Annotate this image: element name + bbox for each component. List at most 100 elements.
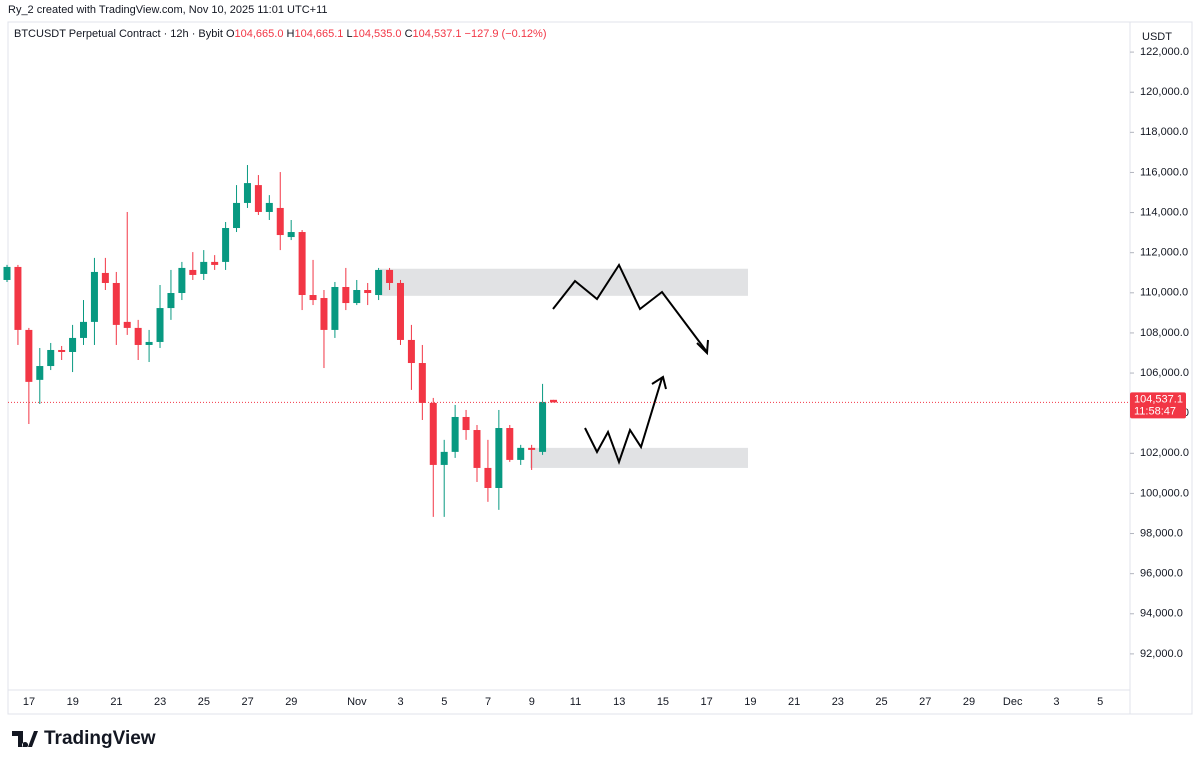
candle-body <box>364 290 372 294</box>
x-tick-label: 11 <box>570 696 581 708</box>
candle-body <box>506 428 514 460</box>
candle-body <box>440 451 448 465</box>
x-tick-label: 19 <box>744 696 756 708</box>
x-tick-label: 7 <box>485 696 491 708</box>
x-tick-label: 21 <box>788 696 800 708</box>
candle-body <box>80 321 88 338</box>
projection-arrow <box>552 262 708 353</box>
candle-body <box>69 337 77 352</box>
candle-body <box>517 447 525 460</box>
ohlc-value: 104,665.1 <box>294 28 344 40</box>
y-tick-label: 118,000.0 <box>1140 126 1188 138</box>
logo-mark <box>12 731 38 747</box>
y-tick-label: 100,000.0 <box>1140 487 1189 499</box>
x-tick-label: 15 <box>657 696 669 708</box>
candle-body <box>451 416 459 452</box>
ohlc: O104,665.0 H104,665.1 L104,535.0 C104,53… <box>226 28 465 40</box>
candle-body <box>320 298 328 330</box>
candle-body <box>265 202 273 212</box>
x-tick-label: 29 <box>285 696 297 708</box>
candle-body <box>156 308 164 342</box>
candle-body <box>3 266 11 280</box>
frame <box>7 21 1193 715</box>
x-tick-label: Nov <box>347 696 367 708</box>
candle-body <box>58 349 66 352</box>
candle-body <box>167 293 175 309</box>
x-tick-label: 5 <box>1097 696 1103 708</box>
x-tick-label: 17 <box>23 696 35 708</box>
candle-body <box>254 185 262 212</box>
symbol: BTCUSDT Perpetual Contract · 12h · Bybit <box>14 28 223 40</box>
x-tick-label: 23 <box>154 696 166 708</box>
logo: TradingView <box>12 728 156 750</box>
candle-body <box>375 269 383 296</box>
y-tick-label: 94,000.0 <box>1140 608 1183 620</box>
y-tick-label: 96,000.0 <box>1140 568 1183 580</box>
candle-body <box>331 286 339 330</box>
candle-body <box>222 228 230 262</box>
x-tick-label: 3 <box>398 696 404 708</box>
candle-body <box>243 183 251 203</box>
arrow-head <box>696 339 709 356</box>
y-tick-label: 102,000.0 <box>1140 447 1189 459</box>
candle-body <box>189 269 197 275</box>
legend: BTCUSDT Perpetual Contract · 12h · Bybit… <box>14 28 547 40</box>
candle-body <box>36 366 44 380</box>
candle-body <box>429 402 437 465</box>
x-tick-label: 13 <box>613 696 625 708</box>
candle-body <box>418 363 426 403</box>
ohlc-value: 104,537.1 <box>412 28 462 40</box>
candle-body <box>14 266 22 330</box>
candle-body <box>90 271 98 322</box>
x-tick-label: 19 <box>67 696 79 708</box>
candle-body <box>407 339 415 364</box>
candle-body <box>178 267 186 294</box>
ohlc-value: 104,535.0 <box>352 28 402 40</box>
x-tick-label: 3 <box>1053 696 1059 708</box>
ohlc-key: O <box>225 28 235 40</box>
x-tick-label: 27 <box>241 696 253 708</box>
candle-body <box>276 207 284 236</box>
ohlc-value: 104,665.0 <box>234 28 284 40</box>
x-tick-label: 25 <box>198 696 210 708</box>
candle-body <box>462 416 470 431</box>
y-tick-label: 120,000.0 <box>1140 86 1189 98</box>
ohlc-key: H <box>286 28 295 40</box>
y-tick-label: 114,000.0 <box>1140 206 1188 218</box>
x-tick-label: 27 <box>919 696 931 708</box>
candle-body <box>211 261 219 265</box>
candle-body <box>200 261 208 274</box>
candle-body <box>550 399 557 403</box>
zone <box>530 447 748 468</box>
last-price-tag <box>1130 392 1186 419</box>
candle-body <box>528 447 536 450</box>
zone <box>380 268 748 296</box>
x-tick-label: 25 <box>875 696 887 708</box>
ohlc-key: L <box>346 28 353 40</box>
currency: USDT <box>1142 31 1172 43</box>
candle-body <box>233 202 241 229</box>
candle-body <box>298 232 306 296</box>
candle-body <box>309 295 317 301</box>
x-tick-label: 17 <box>701 696 713 708</box>
candle-body <box>112 282 120 325</box>
credit: Ry_2 created with TradingView.com, Nov 1… <box>8 4 328 16</box>
x-tick-label: 9 <box>529 696 535 708</box>
y-tick-label: 112,000.0 <box>1140 247 1188 259</box>
change: −127.9 (−0.12%) <box>464 28 547 40</box>
candle-body <box>473 430 481 468</box>
y-tick-label: 98,000.0 <box>1140 527 1183 539</box>
y-tick-label: 106,000.0 <box>1140 367 1189 379</box>
candle-body <box>495 428 503 488</box>
ohlc-key: C <box>404 28 413 40</box>
x-tick-label: 29 <box>963 696 975 708</box>
candle-body <box>396 282 404 340</box>
candle-body <box>101 272 109 283</box>
candle-body <box>134 327 142 345</box>
x-tick-label: Dec <box>1003 696 1023 708</box>
last-price-label: 104,537.1 <box>1134 393 1183 405</box>
y-tick-label: 110,000.0 <box>1140 287 1188 299</box>
candle-body <box>123 321 131 328</box>
